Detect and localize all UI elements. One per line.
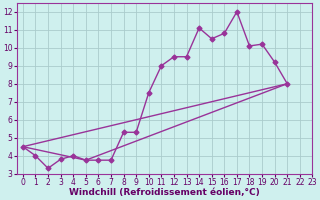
X-axis label: Windchill (Refroidissement éolien,°C): Windchill (Refroidissement éolien,°C) — [69, 188, 260, 197]
